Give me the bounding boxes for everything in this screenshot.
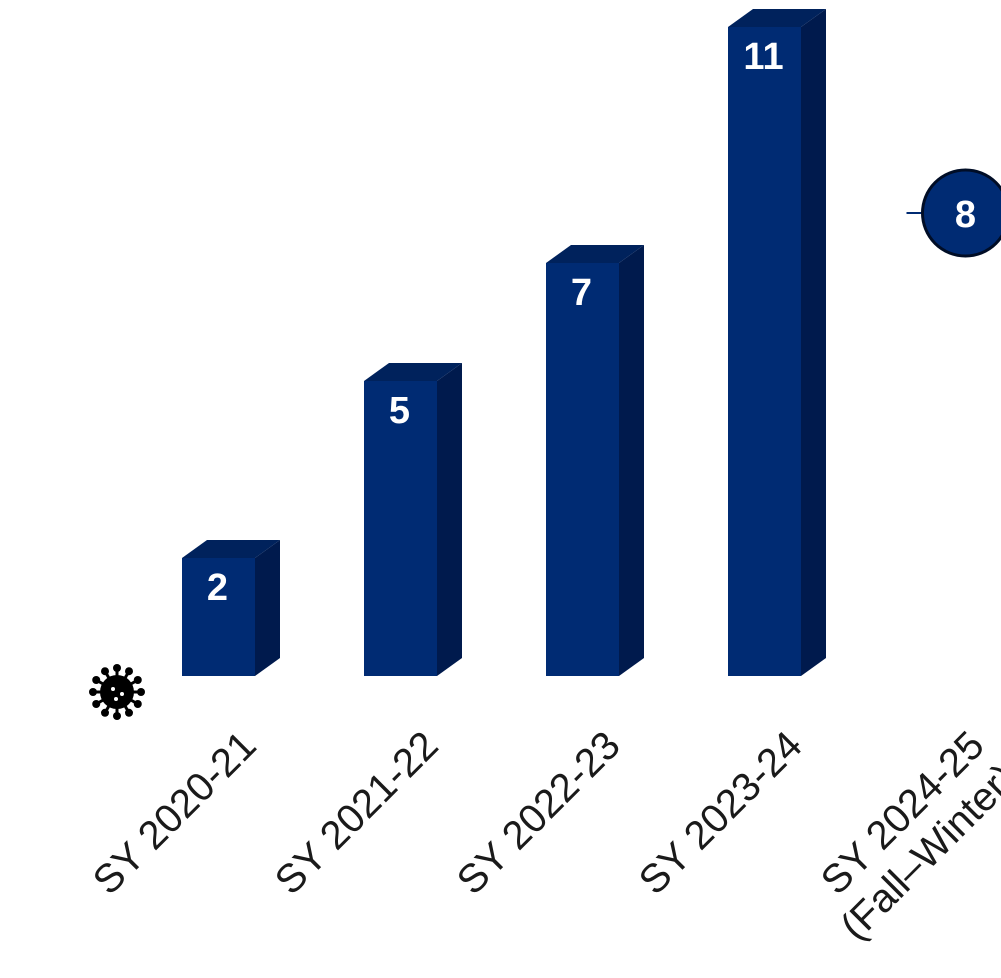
bar-side bbox=[437, 363, 462, 676]
x-tick-label-line: SY 2021-22 bbox=[267, 723, 447, 903]
bar-top bbox=[182, 540, 280, 558]
x-tick-label-line: SY 2022-23 bbox=[449, 723, 629, 903]
bar: 2 bbox=[182, 540, 280, 676]
marker-group: 8 bbox=[906, 168, 1001, 258]
virus-icon bbox=[89, 664, 145, 720]
value-marker bbox=[921, 168, 1001, 258]
x-tick-label: SY 2021-22 bbox=[267, 723, 447, 903]
x-tick-label: SY 2024-25(Fall–Winter) bbox=[813, 723, 1001, 949]
x-tick-label: SY 2020-21 bbox=[85, 723, 265, 903]
bar-top bbox=[364, 363, 462, 381]
bar-side bbox=[255, 540, 280, 676]
bar-front bbox=[182, 558, 255, 676]
bar: 11 bbox=[728, 9, 826, 676]
bar: 5 bbox=[364, 363, 462, 676]
bar-top bbox=[728, 9, 826, 27]
x-tick-label: SY 2022-23 bbox=[449, 723, 629, 903]
annotation-group bbox=[89, 664, 145, 720]
data-label: 7 bbox=[571, 272, 592, 314]
bar-front bbox=[364, 381, 437, 676]
data-label: 2 bbox=[207, 567, 228, 609]
bar-side bbox=[619, 245, 644, 676]
bar: 7 bbox=[546, 245, 644, 676]
marker-label: 8 bbox=[955, 194, 976, 236]
x-tick-label-line: SY 2023-24 bbox=[631, 723, 811, 903]
data-label: 11 bbox=[743, 36, 783, 78]
bar-front bbox=[546, 263, 619, 676]
bar-side bbox=[801, 9, 826, 676]
x-tick-label-line: SY 2020-21 bbox=[85, 723, 265, 903]
data-label: 5 bbox=[389, 390, 410, 432]
x-tick-label: SY 2023-24 bbox=[631, 723, 811, 903]
bars-group: 2 5 7 11 bbox=[182, 9, 826, 676]
bar-top bbox=[546, 245, 644, 263]
bar-front bbox=[728, 27, 801, 676]
tick-labels-group: SY 2020-21 SY 2021-22 SY 2022-23 SY 2023-24… bbox=[85, 723, 1001, 949]
